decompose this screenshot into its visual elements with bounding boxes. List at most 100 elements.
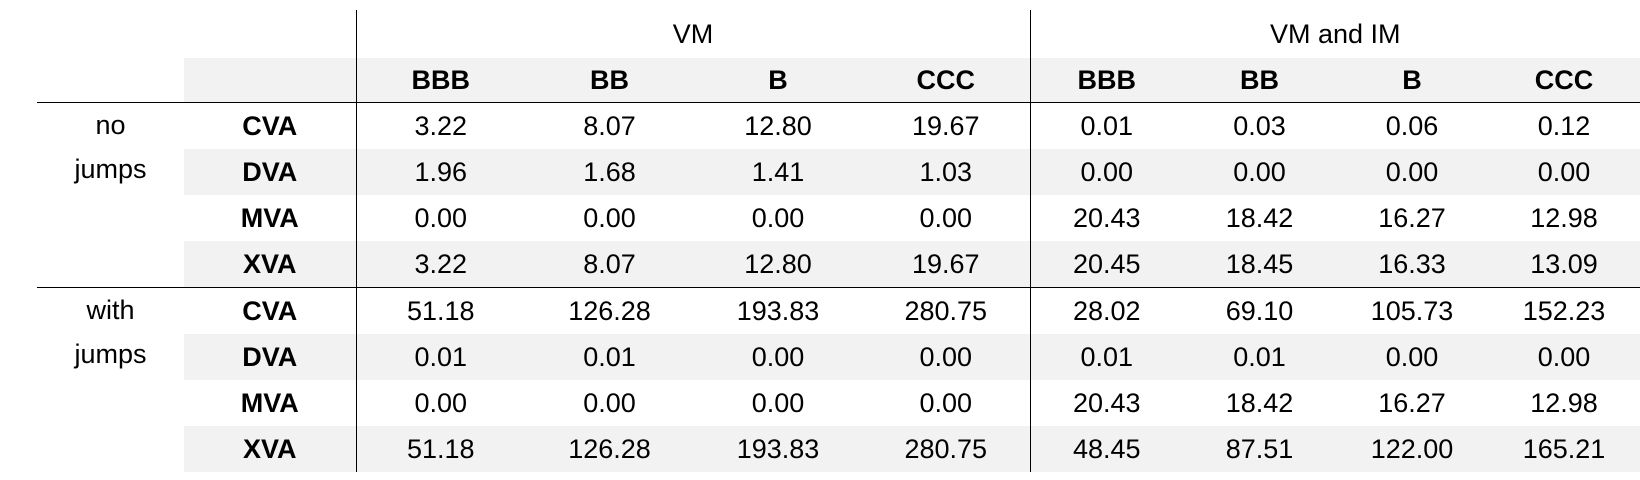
value-cell: 152.23 xyxy=(1522,295,1606,326)
value-cell: 193.83 xyxy=(694,426,862,472)
row-label: XVA xyxy=(184,241,356,288)
value-cell: 0.00 xyxy=(751,202,805,233)
header-row: VM VM and IM xyxy=(37,10,1640,58)
value-cell: 18.45 xyxy=(1183,241,1336,288)
column-header: CCC xyxy=(862,58,1030,103)
value-cell: 18.42 xyxy=(1225,387,1294,418)
value-cell: 105.73 xyxy=(1370,295,1454,326)
group-header: VM xyxy=(355,10,1030,58)
value-cell: 48.45 xyxy=(1029,426,1183,472)
section-label: with jumps xyxy=(74,295,147,369)
value-cell: 0.01 xyxy=(355,334,525,380)
value-cell: 69.10 xyxy=(1225,295,1294,326)
value-cell: 12.80 xyxy=(744,110,812,141)
data-row: DVA 1.96 1.68 1.41 1.03 0.00 0.00 0.00 0.00 xyxy=(37,149,1640,195)
value-cell: 122.00 xyxy=(1336,426,1488,472)
data-row: MVA 0.00 0.00 0.00 0.00 20.43 18.42 16.27 12.98 xyxy=(37,195,1640,241)
header-row: BBB BB B CCC BBB BB B CCC xyxy=(37,58,1640,103)
value-cell: 8.07 xyxy=(583,110,636,141)
value-cell: 280.75 xyxy=(862,426,1030,472)
value-cell: 0.00 xyxy=(862,334,1030,380)
value-cell: 20.43 xyxy=(1029,380,1183,426)
data-row: no jumps CVA 3.22 8.07 12.80 19.67 0.01 0.03 0.0… xyxy=(37,102,1640,288)
data-row: XVA 3.22 8.07 12.80 19.67 20.45 18.45 16.33 13.0… xyxy=(37,241,1640,288)
value-cell: 12.80 xyxy=(694,241,862,288)
value-cell: 20.43 xyxy=(1029,195,1183,241)
value-cell: 0.01 xyxy=(1029,334,1183,380)
value-cell: 51.18 xyxy=(355,426,525,472)
data-row: with jumps CVA 51.18 126.28 193.83 280.75 28.0… xyxy=(37,287,1640,369)
value-cell: 19.67 xyxy=(911,110,980,141)
value-cell: 12.98 xyxy=(1530,202,1598,233)
value-cell: 12.98 xyxy=(1530,387,1598,418)
empty-cell xyxy=(184,10,356,58)
value-cell: 193.83 xyxy=(736,295,820,326)
value-cell: 126.28 xyxy=(525,426,694,472)
value-cell: 0.01 xyxy=(525,334,694,380)
value-cell: 1.03 xyxy=(862,149,1030,195)
value-cell: 0.00 xyxy=(1029,149,1183,195)
column-header: BB xyxy=(1183,58,1336,103)
value-cell: 0.01 xyxy=(1183,334,1336,380)
value-cell: 0.00 xyxy=(583,202,636,233)
empty-cell xyxy=(184,58,356,103)
value-cell: 0.00 xyxy=(919,202,973,233)
column-header: BBB xyxy=(355,58,525,103)
value-cell: 87.51 xyxy=(1183,426,1336,472)
value-cell: 280.75 xyxy=(904,295,988,326)
empty-cell xyxy=(37,58,184,103)
value-cell: 0.06 xyxy=(1385,110,1439,141)
value-cell: 0.00 xyxy=(919,387,973,418)
value-cell: 0.01 xyxy=(1029,102,1183,149)
value-cell: 0.00 xyxy=(583,387,636,418)
value-cell: 3.22 xyxy=(355,241,525,288)
value-cell: 0.12 xyxy=(1537,110,1591,141)
value-cell: 165.21 xyxy=(1488,426,1640,472)
value-cell: 0.00 xyxy=(694,334,862,380)
value-cell: 0.00 xyxy=(1336,149,1488,195)
row-label: CVA xyxy=(242,110,298,141)
value-cell: 8.07 xyxy=(525,241,694,288)
value-cell: 19.67 xyxy=(862,241,1030,288)
value-cell: 1.41 xyxy=(694,149,862,195)
value-cell: 0.00 xyxy=(751,387,805,418)
table-body: VM VM and IM BBB BB B CCC BBB BB B CCC no jumps CVA… xyxy=(37,10,1640,472)
data-row: XVA 51.18 126.28 193.83 280.75 48.45 87.51 122.… xyxy=(37,426,1640,472)
value-cell: 0.00 xyxy=(1183,149,1336,195)
column-header: B xyxy=(1336,58,1488,103)
value-cell: 126.28 xyxy=(568,295,651,326)
row-label: XVA xyxy=(184,426,356,472)
value-cell: 0.00 xyxy=(355,380,525,426)
column-header: B xyxy=(694,58,862,103)
group-header: VM and IM xyxy=(1029,10,1640,58)
value-cell: 0.00 xyxy=(355,195,525,241)
value-cell: 0.00 xyxy=(1488,149,1640,195)
value-cell: 16.33 xyxy=(1336,241,1488,288)
column-header: CCC xyxy=(1488,58,1640,103)
value-cell: 51.18 xyxy=(355,287,525,334)
value-cell: 13.09 xyxy=(1488,241,1640,288)
value-cell: 3.22 xyxy=(355,102,525,149)
value-cell: 18.42 xyxy=(1225,202,1294,233)
value-cell: 20.45 xyxy=(1029,241,1183,288)
value-cell: 16.27 xyxy=(1378,387,1446,418)
data-row: DVA 0.01 0.01 0.00 0.00 0.01 0.01 0.00 0.00 xyxy=(37,334,1640,380)
row-label: DVA xyxy=(184,334,356,380)
column-header: BB xyxy=(525,58,694,103)
row-label: CVA xyxy=(242,295,298,326)
row-label: MVA xyxy=(240,202,299,233)
empty-cell xyxy=(37,10,184,58)
value-cell: 28.02 xyxy=(1029,287,1183,334)
data-row: MVA 0.00 0.00 0.00 0.00 20.43 18.42 16.27 12.98 xyxy=(37,380,1640,426)
value-cell: 16.27 xyxy=(1378,202,1446,233)
results-table: VM VM and IM BBB BB B CCC BBB BB B CCC no jumps CVA… xyxy=(37,10,1640,472)
value-cell: 1.68 xyxy=(525,149,694,195)
value-cell: 0.00 xyxy=(1488,334,1640,380)
value-cell: 0.00 xyxy=(1336,334,1488,380)
row-label: DVA xyxy=(184,149,356,195)
row-label: MVA xyxy=(240,387,299,418)
value-cell: 0.03 xyxy=(1233,110,1286,141)
column-header: BBB xyxy=(1029,58,1183,103)
value-cell: 1.96 xyxy=(355,149,525,195)
